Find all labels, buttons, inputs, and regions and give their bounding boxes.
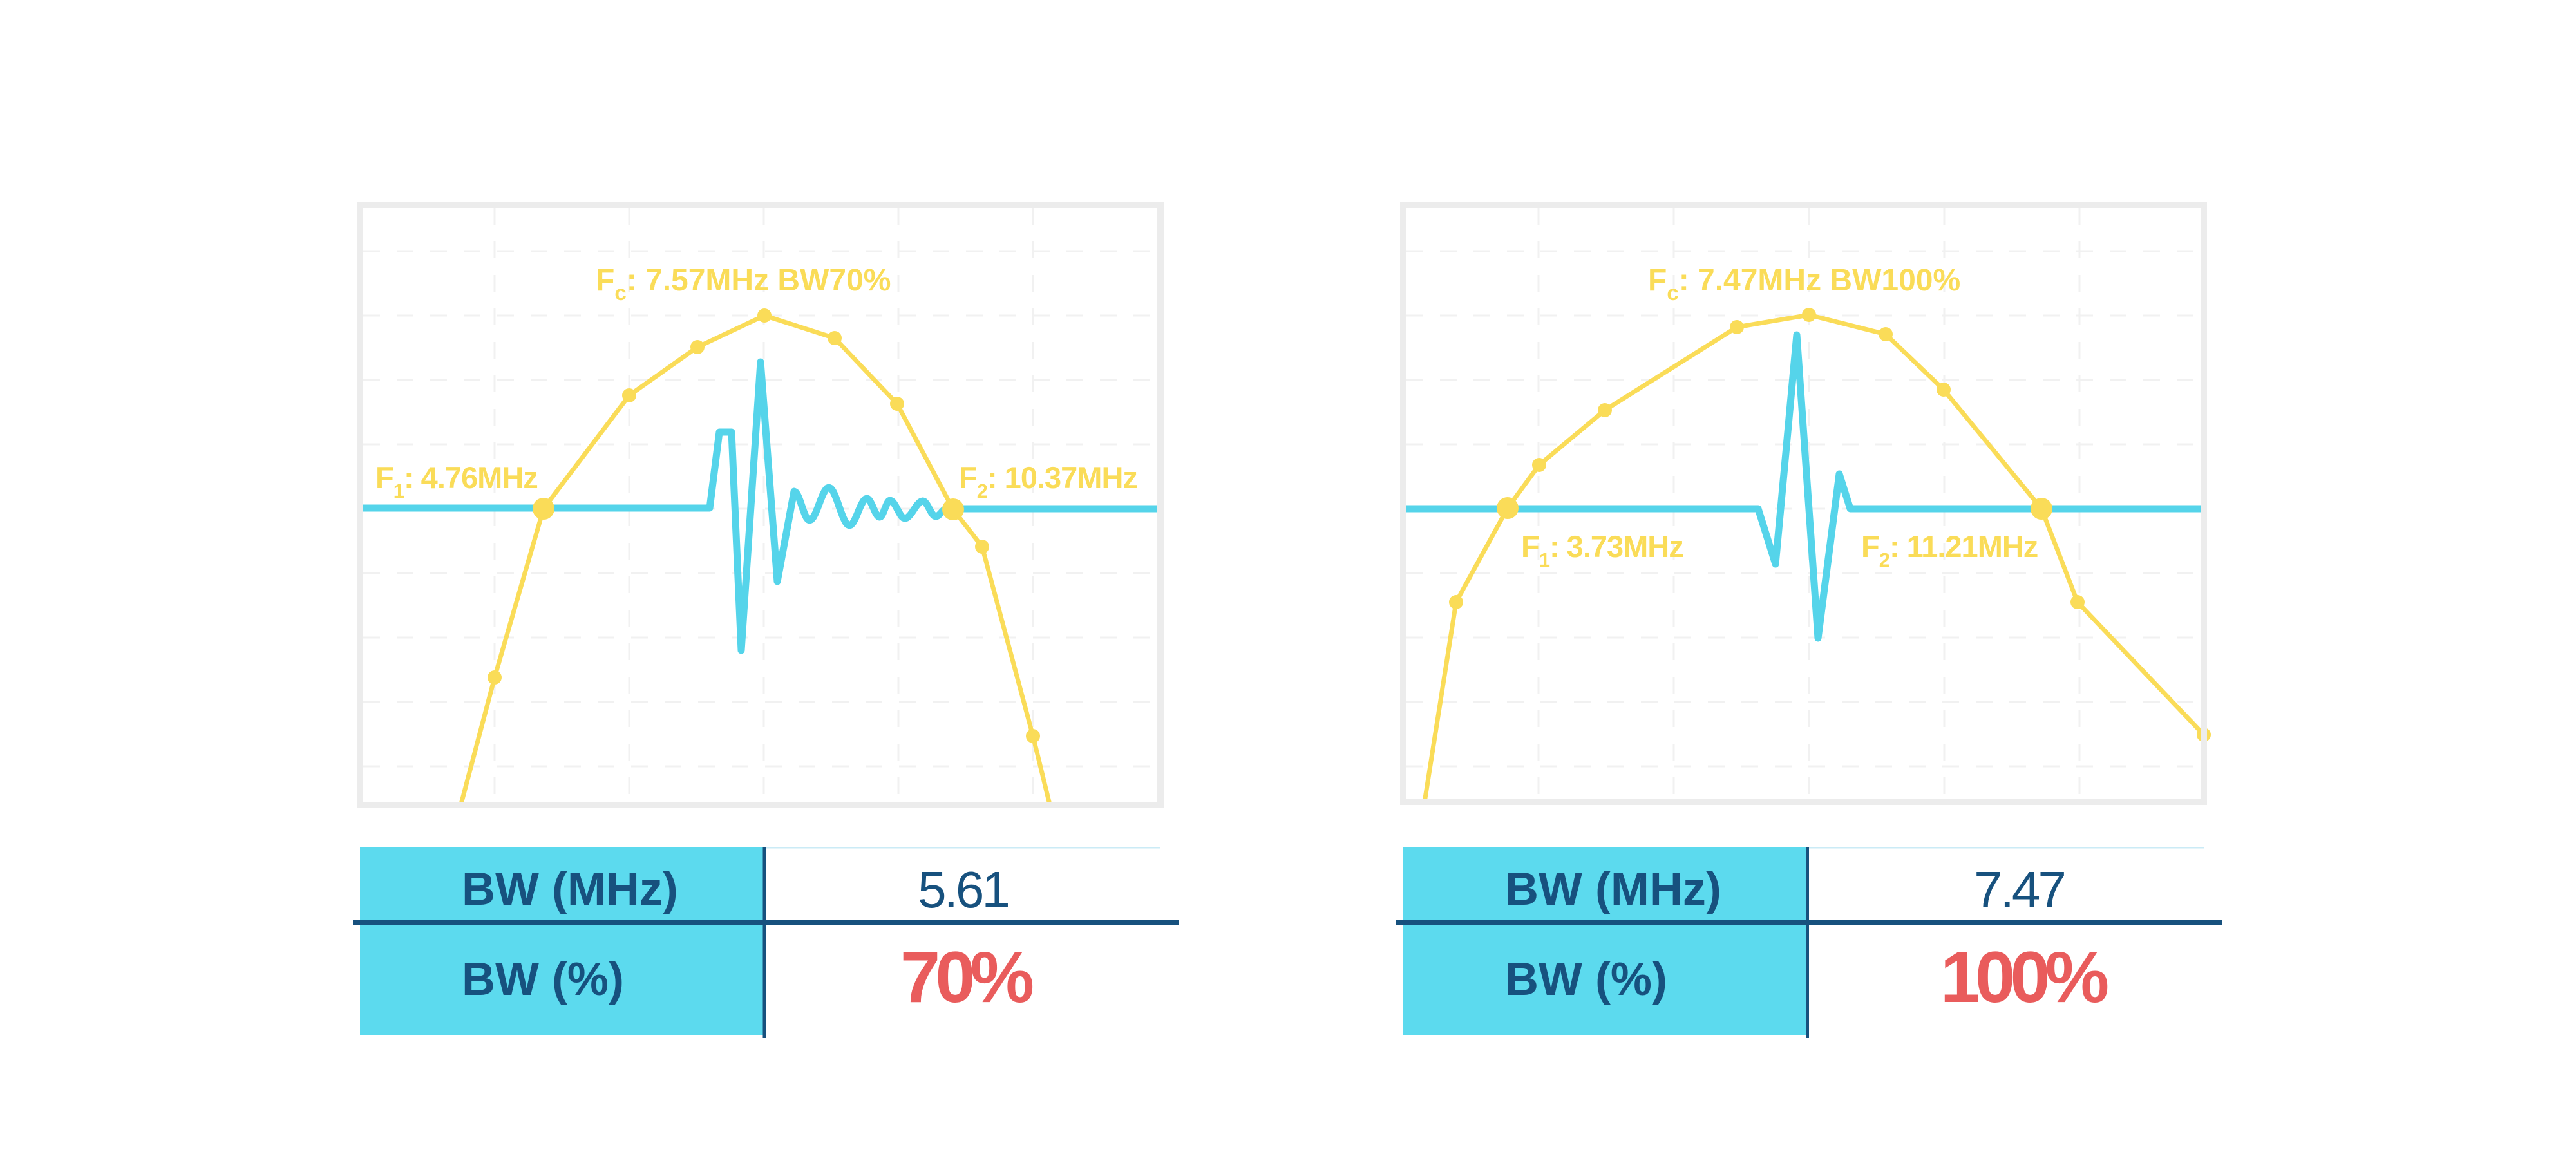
svg-text:100%: 100% — [1940, 937, 2108, 1017]
svg-text:70%: 70% — [900, 937, 1033, 1017]
svg-text:BW (%): BW (%) — [462, 954, 624, 1005]
svg-text:BW (%): BW (%) — [1505, 954, 1667, 1005]
svg-text:7.47: 7.47 — [1974, 861, 2064, 918]
svg-text:BW (MHz): BW (MHz) — [462, 864, 678, 915]
svg-text:BW (MHz): BW (MHz) — [1505, 864, 1721, 915]
svg-text:5.61: 5.61 — [918, 861, 1008, 918]
